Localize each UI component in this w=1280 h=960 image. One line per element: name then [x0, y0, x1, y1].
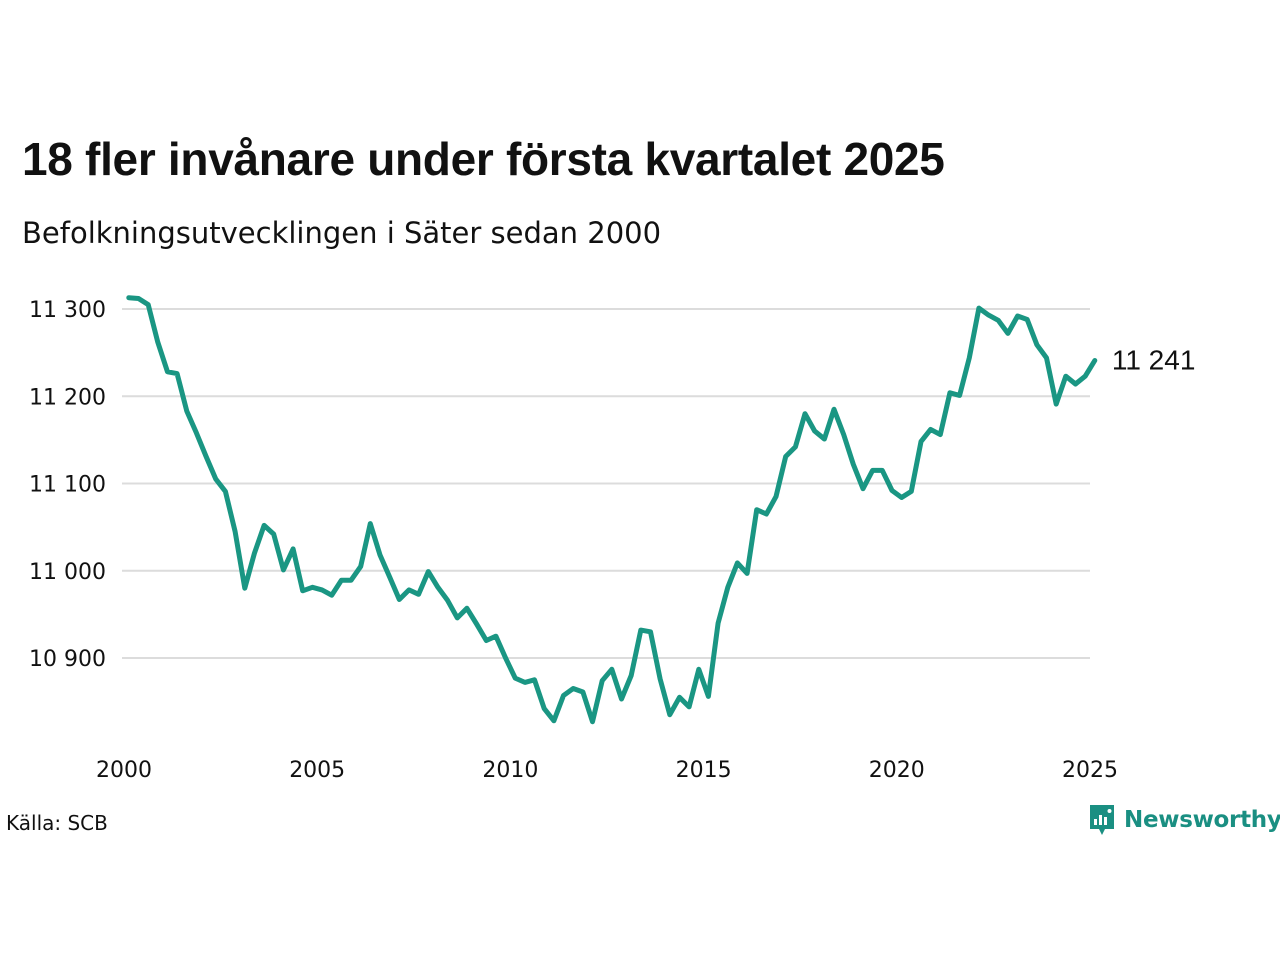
chart-title: 18 fler invånare under första kvartalet … — [22, 133, 945, 185]
x-tick-label: 2005 — [289, 758, 345, 783]
x-tick-label: 2000 — [96, 758, 152, 783]
gridlines — [122, 308, 1090, 659]
end-value-label: 11 241 — [1112, 344, 1196, 375]
population-line — [126, 295, 1098, 725]
chart-subtitle: Befolkningsutvecklingen i Säter sedan 20… — [22, 216, 662, 250]
x-tick-label: 2010 — [482, 758, 538, 783]
y-axis: 10 900 11 000 11 100 11 200 11 300 — [29, 298, 106, 672]
brand-logo: Newsworthy — [1088, 803, 1280, 837]
brand-name: Newsworthy — [1124, 807, 1280, 833]
y-tick-label: 11 100 — [29, 473, 106, 498]
newsworthy-logo-icon — [1090, 805, 1114, 835]
y-tick-label: 11 200 — [29, 385, 106, 410]
y-tick-label: 11 300 — [29, 298, 106, 323]
y-tick-label: 10 900 — [29, 647, 106, 672]
series-layer — [126, 295, 1098, 725]
y-tick-label: 11 000 — [29, 560, 106, 585]
x-tick-label: 2020 — [869, 758, 925, 783]
x-axis: 2000 2005 2010 2015 2020 2025 — [96, 758, 1118, 783]
source-note: Källa: SCB — [6, 811, 108, 835]
x-tick-label: 2025 — [1062, 758, 1118, 783]
x-tick-label: 2015 — [676, 758, 732, 783]
